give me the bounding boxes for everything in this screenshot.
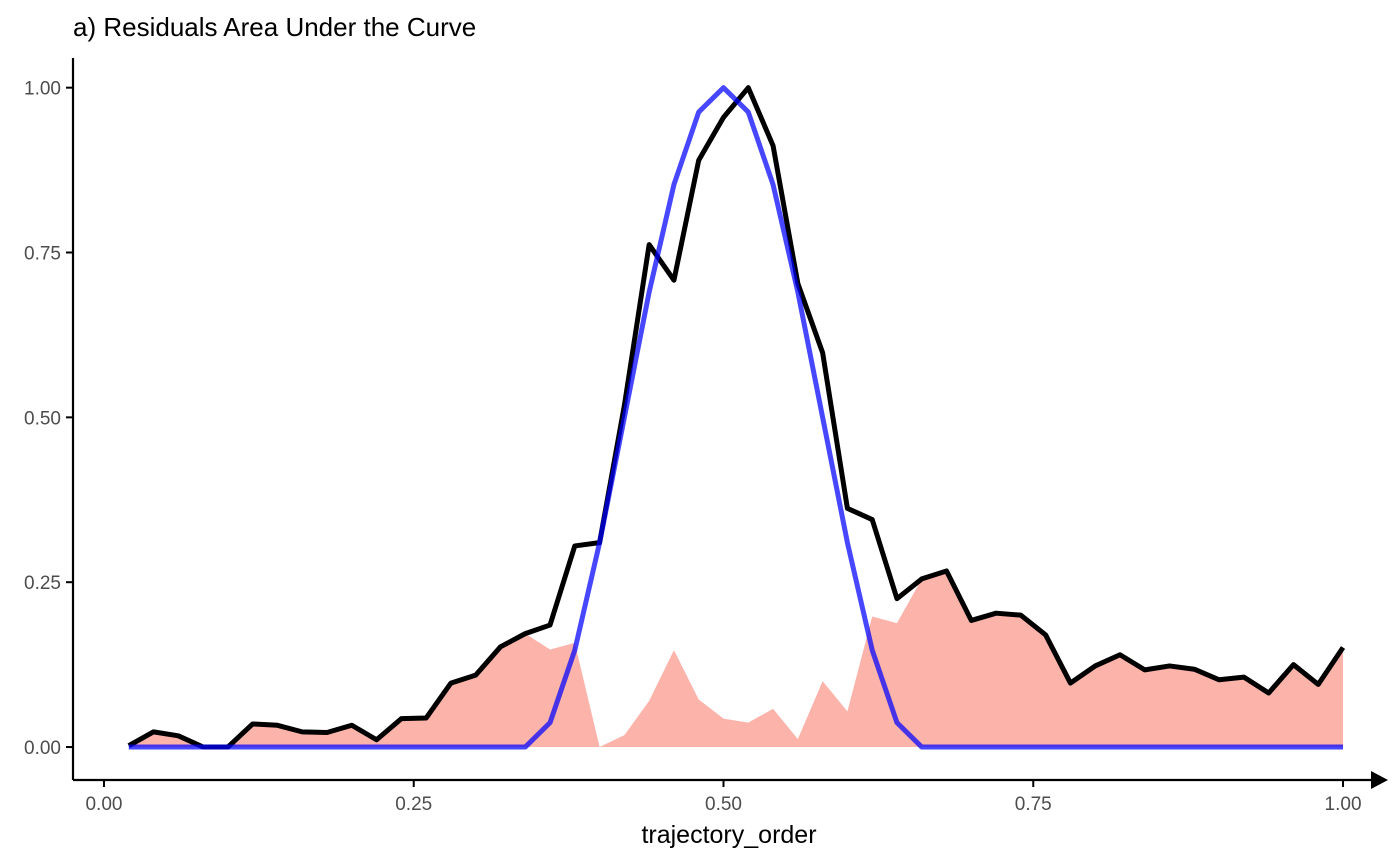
y-tick-label: 1.00 xyxy=(24,79,61,100)
plot-area xyxy=(127,85,1346,750)
y-tick-label: 0.25 xyxy=(24,573,61,594)
x-tick-label: 0.25 xyxy=(395,794,432,815)
x-axis-arrowhead xyxy=(1371,771,1388,789)
reference-line xyxy=(128,85,1344,750)
y-tick-label: 0.75 xyxy=(24,244,61,265)
x-tick-label: 1.00 xyxy=(1325,794,1362,815)
observed-line xyxy=(127,85,1346,750)
residual-area xyxy=(128,570,1344,748)
y-tick-label: 0.50 xyxy=(24,408,61,429)
x-tick-label: 0.75 xyxy=(1015,794,1052,815)
y-ticks: 0.00 0.25 0.50 0.75 1.00 xyxy=(24,79,73,759)
x-axis-title: trajectory_order xyxy=(641,821,816,849)
y-tick-label: 0.00 xyxy=(24,738,61,759)
x-tick-label: 0.50 xyxy=(705,794,742,815)
x-ticks: 0.00 0.25 0.50 0.75 1.00 xyxy=(85,780,1362,815)
chart-title: a) Residuals Area Under the Curve xyxy=(73,12,476,42)
x-tick-label: 0.00 xyxy=(85,794,122,815)
